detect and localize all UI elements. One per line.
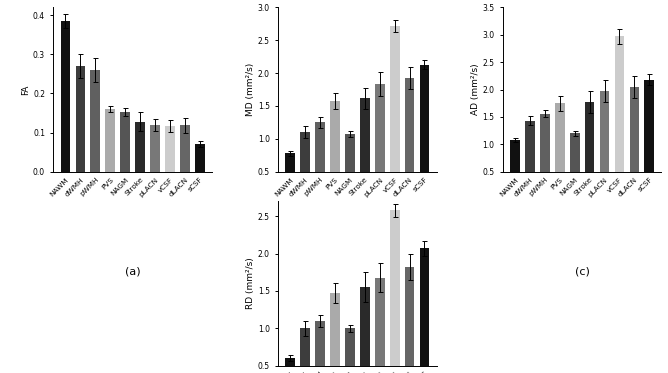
Bar — [301, 328, 310, 373]
Bar — [345, 328, 355, 373]
Bar — [360, 287, 369, 373]
Text: (b): (b) — [349, 267, 365, 277]
Bar — [315, 122, 325, 204]
Bar — [540, 114, 550, 199]
Bar — [615, 37, 625, 199]
Bar — [285, 358, 295, 373]
Bar — [390, 26, 399, 204]
Text: (c): (c) — [574, 267, 590, 277]
Bar — [405, 267, 414, 373]
Bar — [180, 125, 190, 172]
Bar — [285, 153, 295, 204]
Bar — [405, 78, 414, 204]
Bar — [135, 122, 145, 172]
Bar — [301, 132, 310, 204]
Bar — [570, 133, 580, 199]
Bar — [345, 134, 355, 204]
Bar — [375, 84, 385, 204]
Bar — [360, 98, 369, 204]
Bar — [645, 80, 654, 199]
Y-axis label: AD (mm²/s): AD (mm²/s) — [471, 64, 480, 115]
Bar — [584, 102, 595, 199]
Bar — [195, 144, 204, 172]
Y-axis label: FA: FA — [21, 84, 30, 95]
Bar — [420, 65, 430, 204]
Bar — [330, 101, 340, 204]
Bar — [555, 103, 564, 199]
Bar — [106, 109, 115, 172]
Bar — [600, 91, 609, 199]
Bar — [629, 87, 639, 199]
Y-axis label: MD (mm²/s): MD (mm²/s) — [246, 63, 255, 116]
Bar — [525, 121, 535, 199]
Bar — [90, 70, 100, 172]
Bar — [61, 21, 70, 172]
Bar — [330, 293, 340, 373]
Bar — [375, 278, 385, 373]
Bar — [120, 112, 130, 172]
Bar — [510, 140, 520, 199]
Bar — [390, 210, 399, 373]
Text: (a): (a) — [125, 267, 140, 277]
Y-axis label: RD (mm²/s): RD (mm²/s) — [246, 258, 255, 309]
Bar — [420, 248, 430, 373]
Bar — [75, 66, 86, 172]
Bar — [315, 321, 325, 373]
Bar — [150, 125, 160, 172]
Bar — [165, 126, 175, 172]
